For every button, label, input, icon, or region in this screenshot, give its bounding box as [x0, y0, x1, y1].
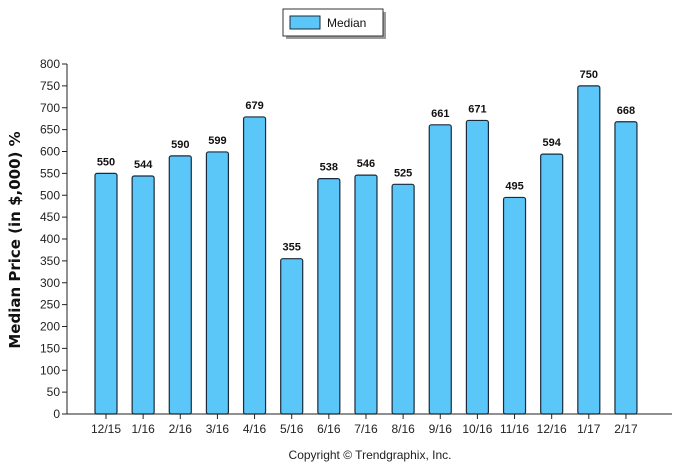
x-tick-label: 4/16 [243, 422, 267, 436]
legend-swatch [289, 15, 321, 30]
bar [540, 153, 564, 415]
bar-data-label: 546 [357, 158, 375, 170]
bar-data-label: 550 [97, 156, 115, 168]
x-tick-label: 11/16 [500, 422, 529, 436]
y-tick-label: 300 [40, 276, 60, 290]
x-tick-label: 1/16 [131, 422, 155, 436]
bar [614, 121, 638, 415]
y-tick-label: 0 [53, 407, 60, 421]
bar-data-label: 525 [394, 167, 412, 179]
bar-data-label: 355 [283, 242, 301, 254]
bar-data-label: 590 [171, 139, 189, 151]
y-tick-label: 450 [40, 210, 60, 224]
bar [502, 196, 527, 415]
bar-data-labels: 550 544 590 599 679 355 538 546 525 661 671 495 594 7… [97, 69, 635, 254]
legend: Median [282, 8, 386, 39]
bars [94, 85, 638, 415]
bar-data-label: 495 [505, 180, 523, 192]
bar [428, 124, 452, 415]
bar-data-label: 671 [468, 103, 486, 115]
bar [242, 116, 267, 415]
x-tick-label: 2/16 [169, 422, 193, 436]
bar [131, 175, 155, 415]
x-tick-label: 5/16 [280, 422, 304, 436]
y-tick-label: 700 [40, 101, 60, 115]
bar [465, 119, 489, 415]
y-tick-label: 100 [40, 363, 60, 377]
x-axis-ticks: 12/15 1/16 2/16 3/16 4/16 5/16 6/16 7/16 8/16 9/1… [91, 414, 638, 436]
bar-data-label: 679 [245, 100, 263, 112]
x-tick-label: 1/17 [577, 422, 601, 436]
x-tick-label: 9/16 [429, 422, 453, 436]
bar-data-label: 538 [320, 162, 338, 174]
y-tick-label: 750 [40, 79, 60, 93]
bar-data-label: 661 [431, 108, 449, 120]
x-tick-label: 10/16 [462, 422, 492, 436]
x-tick-label: 12/16 [537, 422, 567, 436]
legend-label-median: Median [327, 16, 366, 30]
y-tick-label: 800 [40, 57, 60, 71]
y-tick-label: 600 [40, 145, 60, 159]
y-tick-label: 550 [40, 166, 60, 180]
bar [391, 183, 415, 415]
y-tick-label: 400 [40, 232, 60, 246]
x-tick-label: 7/16 [354, 422, 378, 436]
y-tick-label: 200 [40, 320, 60, 334]
y-tick-label: 250 [40, 298, 60, 312]
x-tick-label: 8/16 [391, 422, 415, 436]
x-tick-label: 2/17 [614, 422, 638, 436]
bar-data-label: 750 [580, 69, 598, 81]
y-axis-ticks: 0 50 100 150 200 250 300 350 400 450 500 550 600 650 7… [40, 57, 67, 421]
bar [280, 258, 304, 415]
x-tick-label: 6/16 [317, 422, 341, 436]
y-tick-label: 500 [40, 188, 60, 202]
copyright-footer: Copyright © Trendgraphix, Inc. [289, 448, 452, 462]
y-tick-label: 650 [40, 123, 60, 137]
bar-data-label: 668 [617, 105, 635, 117]
bar [317, 178, 341, 415]
y-axis-label: Median Price (in $,000) % [6, 131, 24, 348]
bar-data-label: 544 [134, 159, 153, 171]
bar-data-label: 594 [543, 137, 562, 149]
y-tick-label: 150 [40, 341, 60, 355]
bar [354, 174, 378, 415]
bar [168, 155, 192, 415]
bar [94, 172, 118, 415]
bar [577, 85, 601, 415]
y-tick-label: 50 [47, 385, 61, 399]
y-tick-label: 350 [40, 254, 60, 268]
x-tick-label: 3/16 [206, 422, 230, 436]
bar [205, 151, 230, 415]
x-tick-label: 12/15 [91, 422, 121, 436]
bar-data-label: 599 [208, 135, 226, 147]
